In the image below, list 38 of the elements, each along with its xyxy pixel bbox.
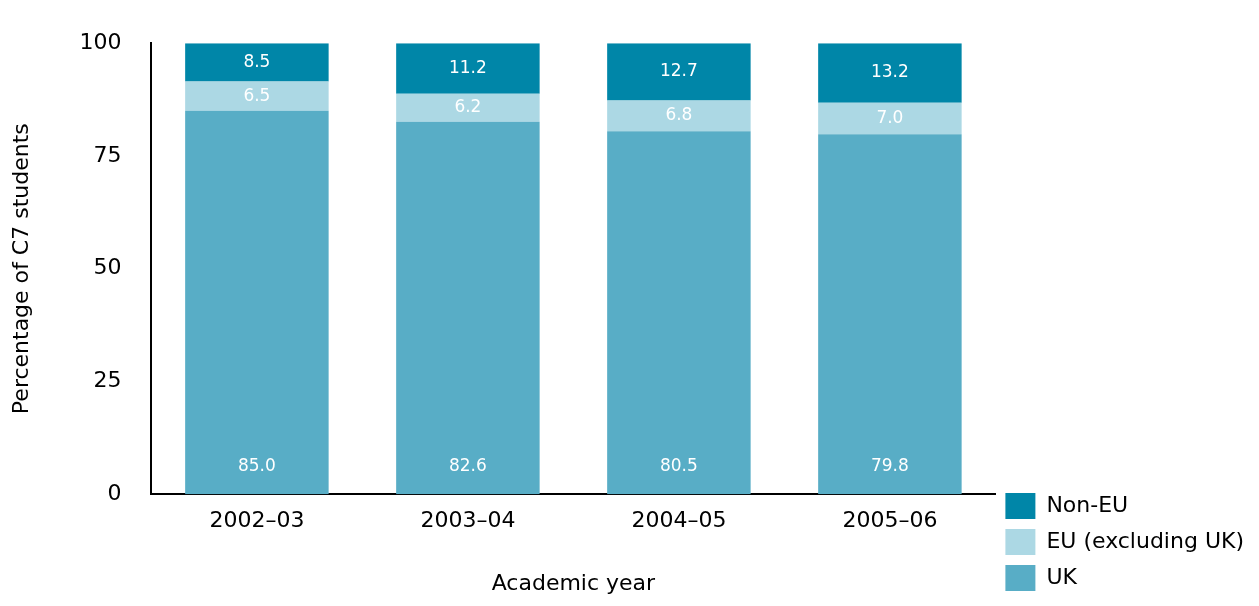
bar bbox=[818, 134, 962, 495]
bar bbox=[396, 121, 540, 495]
x-tick-label: 2003–04 bbox=[420, 507, 516, 533]
text: 6.8 bbox=[665, 104, 693, 125]
text: 79.8 bbox=[870, 454, 909, 475]
y-tick-label: 50 bbox=[93, 254, 122, 280]
y-tick-label: 100 bbox=[79, 28, 122, 54]
text: 13.2 bbox=[870, 61, 909, 82]
text: 11.2 bbox=[448, 56, 487, 77]
legend-label: UK bbox=[1046, 563, 1078, 589]
x-tick-label: 2005–06 bbox=[842, 507, 938, 533]
x-tick-label: 2004–05 bbox=[631, 507, 727, 533]
text: 6.2 bbox=[454, 96, 482, 117]
legend-label: EU (excluding UK) bbox=[1046, 527, 1245, 553]
text: 85.0 bbox=[237, 454, 276, 475]
bar bbox=[396, 93, 540, 122]
x-axis-title: Academic year bbox=[491, 569, 657, 595]
bar bbox=[607, 43, 751, 101]
text: 6.5 bbox=[243, 84, 271, 105]
text: 7.0 bbox=[876, 106, 904, 127]
bar bbox=[396, 43, 540, 94]
y-tick-label: 0 bbox=[107, 479, 122, 505]
y-tick-label: 75 bbox=[93, 141, 122, 167]
bar bbox=[607, 100, 751, 132]
bar bbox=[185, 81, 329, 111]
x-tick-label: 2002–03 bbox=[209, 507, 305, 533]
legend-label: Non-EU bbox=[1046, 491, 1129, 517]
text: 8.5 bbox=[243, 50, 271, 71]
bar bbox=[185, 110, 329, 495]
bar bbox=[607, 131, 751, 495]
y-axis-title: Percentage of C7 students bbox=[7, 123, 33, 415]
y-tick-label: 25 bbox=[93, 367, 122, 393]
bar bbox=[185, 43, 329, 82]
text: 80.5 bbox=[659, 454, 698, 475]
bar bbox=[818, 43, 962, 103]
bar bbox=[818, 102, 962, 135]
text: 12.7 bbox=[659, 60, 698, 81]
text: 82.6 bbox=[448, 454, 487, 475]
